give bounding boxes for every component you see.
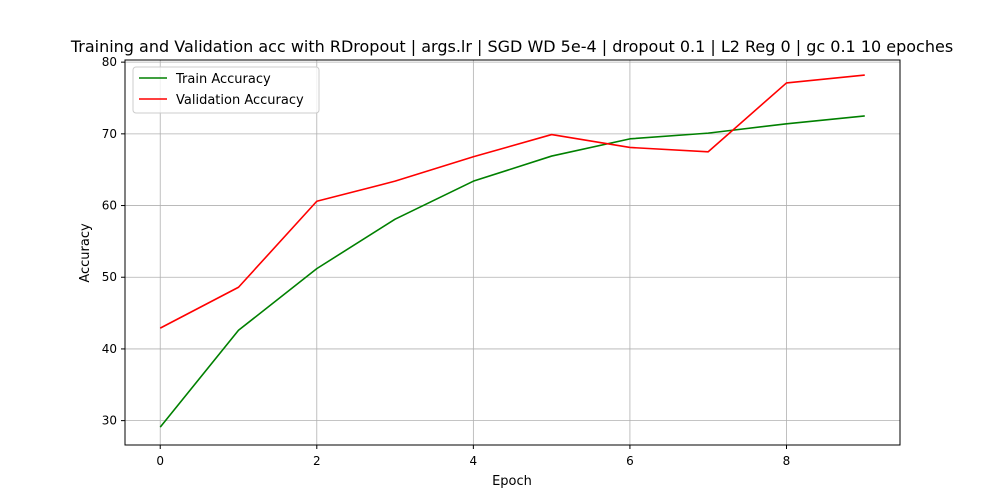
plot-frame xyxy=(124,59,901,446)
x-tick-label: 6 xyxy=(626,454,634,468)
axis-ticks: 0 2 4 6 8 30 40 50 60 70 80 xyxy=(102,55,791,468)
y-tick-label: 50 xyxy=(102,270,117,284)
y-tick-label: 30 xyxy=(102,414,117,428)
y-tick-label: 80 xyxy=(102,55,117,69)
series-lines xyxy=(159,74,865,428)
x-axis-label: Epoch xyxy=(492,474,532,489)
y-tick-label: 60 xyxy=(102,199,117,213)
series-line-train-accuracy xyxy=(159,115,865,428)
legend-label: Train Accuracy xyxy=(175,72,271,87)
x-tick-label: 4 xyxy=(470,454,478,468)
x-tick-label: 0 xyxy=(156,454,164,468)
series-line-validation-accuracy xyxy=(159,74,865,329)
x-tick-label: 8 xyxy=(783,454,791,468)
chart-title: Training and Validation acc with RDropou… xyxy=(70,37,953,56)
x-tick-label: 2 xyxy=(313,454,321,468)
y-tick-label: 70 xyxy=(102,127,117,141)
grid-lines xyxy=(125,60,900,445)
legend-label: Validation Accuracy xyxy=(176,93,304,108)
legend: Train Accuracy Validation Accuracy xyxy=(132,66,320,114)
y-tick-label: 40 xyxy=(102,342,117,356)
legend-box xyxy=(132,66,320,114)
y-axis-label: Accuracy xyxy=(78,223,93,283)
